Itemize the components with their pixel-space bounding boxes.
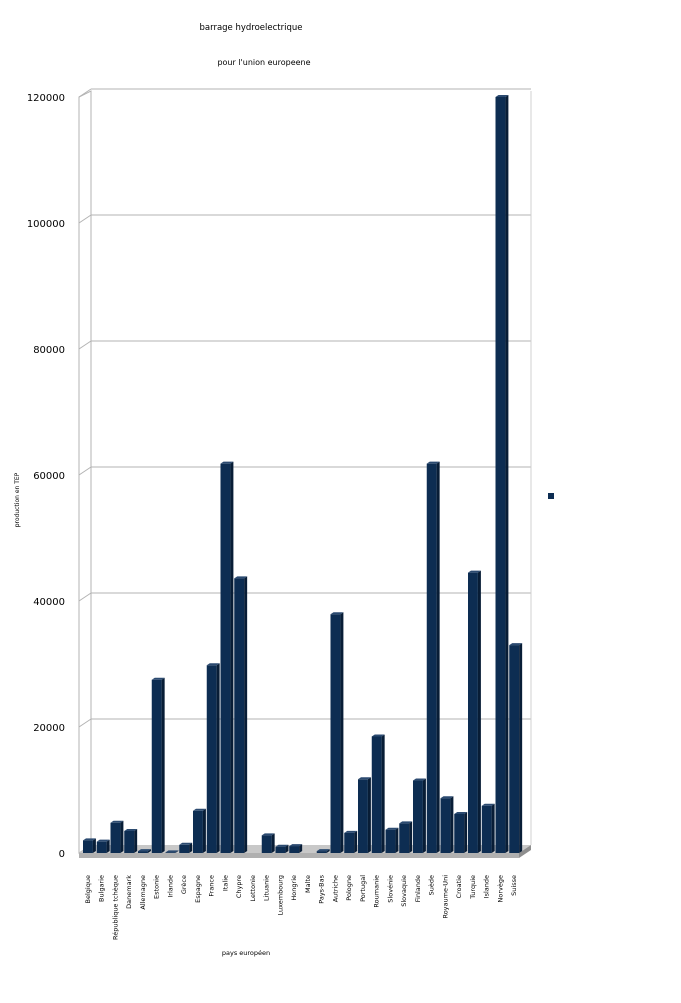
- gridline-side: [78, 592, 92, 602]
- x-tick-label: Pays-Bas: [318, 874, 326, 903]
- bar: [220, 461, 234, 853]
- bar: [440, 796, 454, 853]
- bar: [179, 842, 193, 853]
- bar: [468, 570, 481, 853]
- left-wall: [78, 90, 92, 854]
- x-tick-label: Suisse: [510, 875, 518, 896]
- x-tick-label: Slovénie: [386, 875, 394, 903]
- x-tick-label: Lettonie: [249, 875, 257, 902]
- x-tick-label: Croatie: [455, 875, 463, 898]
- x-tick-label: Danemark: [125, 875, 133, 909]
- x-tick-label: Italie: [221, 875, 229, 891]
- x-tick-label: Allemagne: [139, 875, 147, 910]
- x-axis: Belgique Bulgarie République tchèque Danema…: [84, 874, 518, 940]
- bar: [330, 612, 344, 853]
- y-tick-label: 40000: [33, 597, 65, 608]
- x-tick-label: Malte: [304, 875, 312, 893]
- x-tick-label: Royaume-Uni: [441, 875, 449, 919]
- bar: [275, 844, 289, 853]
- bar: [261, 833, 275, 853]
- x-tick-label: Chypre: [235, 875, 243, 898]
- x-tick-label: République tchèque: [111, 875, 119, 940]
- gridline-side: [78, 88, 92, 98]
- bar: [495, 95, 509, 853]
- gridlines: [78, 88, 531, 728]
- bars: [83, 95, 523, 853]
- x-tick-label: Hongrie: [290, 875, 298, 901]
- bar: [413, 778, 426, 853]
- x-tick-label: Turquie: [469, 875, 477, 900]
- x-tick-label: Grèce: [180, 875, 188, 894]
- x-tick-label: Irlande: [166, 875, 174, 898]
- x-tick-label: Lituanie: [263, 875, 271, 901]
- bar: [358, 777, 371, 853]
- bar: [371, 734, 385, 853]
- y-tick-label: 100000: [27, 219, 65, 230]
- bar: [344, 830, 358, 853]
- x-tick-label: Portugal: [359, 875, 367, 902]
- x-tick-label: Estonie: [153, 875, 161, 899]
- x-tick-label: Espagne: [194, 875, 202, 903]
- bar: [289, 844, 303, 853]
- floor-side: [519, 845, 531, 858]
- x-tick-label: Roumanie: [373, 875, 381, 908]
- bar: [151, 677, 165, 853]
- bar: [110, 820, 124, 853]
- x-tick-label: Suède: [428, 875, 436, 895]
- x-axis-label: pays européen: [222, 949, 270, 957]
- x-tick-label: Pologne: [345, 875, 353, 901]
- x-tick-label: Belgique: [84, 875, 92, 903]
- gridline-side: [78, 718, 92, 728]
- x-tick-label: Finlande: [414, 875, 422, 902]
- bar: [509, 643, 523, 853]
- y-axis-label: production en TEP: [14, 472, 21, 527]
- y-tick-label: 20000: [33, 723, 65, 734]
- bar: [193, 808, 206, 853]
- x-tick-label: Norvège: [496, 875, 504, 902]
- x-tick-label: France: [208, 875, 216, 897]
- gridline-side: [78, 214, 92, 224]
- chart-title: barrage hydroelectrique: [200, 23, 303, 33]
- bar: [316, 849, 330, 853]
- floor-front: [79, 853, 519, 858]
- y-tick-label: 120000: [27, 93, 65, 104]
- legend-swatch: [548, 493, 554, 499]
- bar: [385, 827, 399, 853]
- y-tick-label: 80000: [33, 345, 65, 356]
- chart-subtitle: pour l'union europeene: [217, 58, 310, 67]
- bar: [454, 811, 468, 853]
- x-tick-label: Autriche: [331, 875, 339, 902]
- bar: [83, 838, 96, 853]
- x-tick-label: Islande: [483, 875, 491, 898]
- bar: [138, 849, 151, 853]
- y-tick-label: 60000: [33, 471, 65, 482]
- x-tick-label: Luxembourg: [276, 875, 284, 916]
- bar: [426, 461, 440, 853]
- x-tick-label: Slovaquie: [400, 875, 408, 907]
- bar: [124, 828, 138, 853]
- y-tick-label: 0: [59, 849, 65, 860]
- y-axis: 0 20000 40000 60000 80000 100000 120000: [27, 93, 65, 860]
- gridline-side: [78, 340, 92, 350]
- bar: [234, 576, 248, 853]
- bar: [206, 663, 220, 853]
- back-wall: [91, 91, 531, 845]
- x-tick-label: Bulgarie: [98, 875, 106, 902]
- bar: [481, 803, 495, 853]
- gridline-side: [78, 466, 92, 476]
- bar: [399, 821, 413, 853]
- bar: [165, 850, 179, 853]
- bar: [96, 839, 110, 853]
